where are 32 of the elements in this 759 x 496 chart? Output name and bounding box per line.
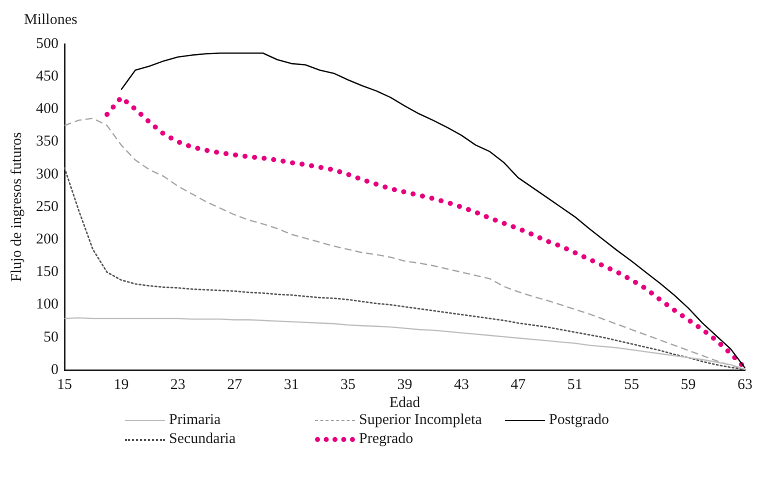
x-tick-label: 23 — [170, 376, 186, 393]
y-tick-label: 150 — [36, 264, 58, 280]
y-tick-label: 300 — [36, 166, 58, 182]
legend-label: Pregrado — [359, 431, 414, 448]
x-tick-label: 43 — [454, 376, 469, 393]
x-tick-label: 51 — [567, 376, 582, 393]
x-tick-label: 31 — [284, 376, 299, 393]
x-tick-label: 35 — [340, 376, 356, 393]
y-tick-label: 350 — [36, 134, 58, 150]
x-tick-label: 19 — [114, 376, 129, 393]
y-tick-label: 400 — [36, 101, 58, 118]
legend-label: Primaria — [169, 412, 221, 429]
y-tick-label: 500 — [36, 36, 58, 52]
x-tick-label: 59 — [680, 376, 696, 393]
legend-label: Superior Incompleta — [359, 412, 482, 429]
text: Millones — [24, 12, 78, 28]
y-tick-label: 450 — [36, 68, 58, 85]
y-tick-label: 100 — [36, 296, 58, 313]
x-tick-label: 47 — [510, 376, 526, 393]
y-tick-label: 200 — [36, 232, 58, 248]
x-tick-label: 55 — [624, 376, 640, 393]
x-tick-label: 39 — [397, 376, 412, 393]
legend-label: Secundaria — [169, 431, 236, 448]
y-tick-label: 250 — [36, 198, 58, 215]
x-tick-label: 15 — [57, 376, 72, 393]
x-tick-label: 27 — [227, 376, 243, 393]
y-tick-label: 0 — [51, 362, 58, 378]
y-axis-title: Flujo de ingresos futuros — [8, 132, 25, 282]
x-tick-label: 63 — [738, 376, 752, 393]
y-tick-label: 50 — [44, 329, 58, 346]
legend-label: Postgrado — [549, 412, 609, 429]
x-axis-title: Edad — [389, 394, 421, 411]
